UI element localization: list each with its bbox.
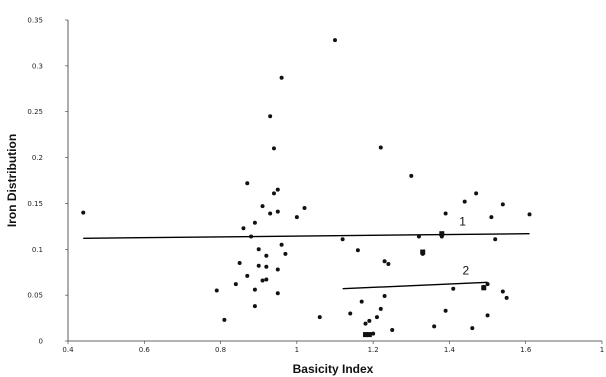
x-tick-labels: 0.4 0.6 0.8 1 1.2 1.4 1.6 1: [62, 341, 604, 354]
x-tick-label: 1: [295, 346, 299, 354]
data-point: [443, 308, 448, 313]
data-point: [260, 204, 265, 209]
data-point: [363, 332, 369, 338]
data-point: [462, 199, 467, 204]
data-point: [275, 209, 280, 214]
data-point: [268, 211, 273, 216]
data-point: [500, 202, 505, 207]
data-point: [443, 211, 448, 216]
data-point: [366, 332, 372, 338]
data-point: [382, 259, 387, 264]
data-point: [367, 318, 372, 323]
data-point: [390, 327, 395, 332]
data-point: [252, 287, 257, 292]
data-point: [279, 242, 284, 247]
data-point: [256, 247, 261, 252]
data-point: [489, 215, 494, 220]
data-point: [439, 231, 445, 237]
data-point: [275, 187, 280, 192]
data-point: [241, 226, 246, 231]
data-point: [283, 251, 288, 256]
data-point: [233, 282, 238, 287]
data-point: [416, 234, 421, 239]
data-point: [271, 146, 276, 151]
data-point: [359, 299, 364, 304]
axes: [67, 20, 602, 342]
data-point: [382, 294, 387, 299]
data-points: [81, 38, 532, 338]
data-point: [481, 285, 487, 291]
data-point: [268, 114, 273, 119]
y-tick-label: 0.3: [32, 62, 43, 70]
data-point: [333, 38, 337, 43]
data-point: [363, 321, 368, 326]
y-tick-label: 0.1: [32, 246, 43, 254]
data-point: [340, 237, 345, 242]
data-point: [249, 234, 254, 239]
x-tick-label: 0.4: [62, 346, 74, 354]
trend-line-label: 1: [459, 215, 466, 229]
data-point: [222, 317, 227, 322]
y-tick-label: 0.35: [27, 17, 43, 25]
data-point: [275, 291, 280, 296]
y-tick-label: 0.2: [32, 154, 43, 162]
y-tick-label: 0.15: [27, 200, 43, 208]
data-point: [348, 311, 353, 316]
y-axis-title: Iron Distribution: [5, 134, 19, 227]
data-point: [264, 277, 269, 282]
data-point: [485, 313, 490, 318]
x-tick-label: 1.4: [444, 346, 456, 354]
data-point: [378, 306, 383, 311]
trend-lines: 12: [83, 215, 530, 290]
data-point: [374, 315, 379, 320]
x-tick-label: 0.6: [139, 346, 151, 354]
data-point: [386, 261, 391, 266]
x-tick-label: 1.6: [520, 346, 532, 354]
data-point: [474, 191, 479, 196]
data-point: [371, 331, 376, 336]
data-point: [279, 75, 284, 80]
data-point: [470, 326, 475, 331]
data-point: [420, 249, 426, 255]
data-point: [504, 295, 509, 300]
data-point: [81, 210, 86, 215]
data-point: [451, 286, 456, 291]
data-point: [378, 145, 383, 150]
data-point: [409, 173, 414, 178]
data-point: [252, 220, 257, 225]
data-point: [237, 261, 242, 266]
data-point: [294, 215, 299, 220]
data-point: [302, 206, 307, 211]
data-point: [271, 191, 276, 196]
trend-line-2: [342, 281, 488, 290]
data-point: [275, 267, 280, 272]
y-tick-label: 0.25: [27, 108, 43, 116]
data-point: [527, 212, 532, 217]
data-point: [245, 273, 250, 278]
data-point: [264, 264, 269, 269]
y-tick-label: 0: [39, 338, 43, 346]
data-point: [493, 237, 498, 242]
trend-line-label: 2: [462, 263, 469, 277]
data-point: [260, 278, 265, 283]
x-tick-label: 1: [600, 346, 604, 354]
data-point: [500, 289, 505, 294]
data-point: [432, 324, 437, 329]
y-tick-label: 0.05: [27, 292, 43, 300]
x-tick-label: 0.8: [215, 346, 226, 354]
data-point: [245, 181, 250, 186]
data-point: [264, 253, 269, 258]
trend-line-1: [83, 232, 530, 239]
data-point: [485, 282, 490, 287]
data-point: [317, 315, 322, 320]
data-point: [252, 304, 257, 309]
data-point: [256, 263, 261, 268]
x-axis-title: Basicity Index: [293, 362, 374, 376]
data-point: [214, 288, 219, 293]
data-point: [355, 248, 360, 253]
y-tick-labels: 0 0.05 0.1 0.15 0.2 0.25 0.3 0.35: [27, 17, 68, 346]
x-tick-label: 1.2: [368, 346, 379, 354]
